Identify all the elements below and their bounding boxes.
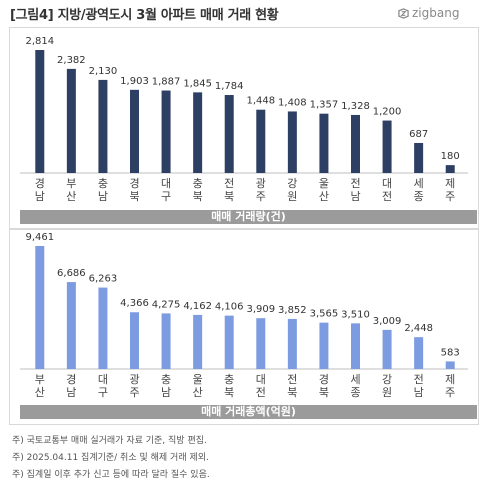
data-label: 3,565 <box>310 309 339 320</box>
bar <box>66 282 76 369</box>
footnotes: 주) 국토교통부 매매 실거래가 자료 기준, 직방 편집. 주) 2025.0… <box>12 433 210 484</box>
chart-title-amount: 매매 거래총액(억원) <box>20 405 477 419</box>
data-label: 9,461 <box>25 232 54 243</box>
bar <box>445 361 455 369</box>
bar <box>130 312 139 369</box>
data-label: 4,162 <box>183 301 212 312</box>
data-label: 1,903 <box>120 76 149 87</box>
data-label: 2,382 <box>57 55 86 66</box>
bar <box>35 246 45 369</box>
bar <box>319 322 329 369</box>
data-label: 1,408 <box>278 97 307 108</box>
data-label: 1,328 <box>341 101 370 112</box>
bar <box>445 165 455 173</box>
bar <box>351 323 360 369</box>
bar <box>98 287 108 369</box>
data-label: 6,263 <box>89 274 118 285</box>
data-label: 3,510 <box>341 309 370 320</box>
transaction-volume-panel: 2,814 경 남 2,382 부 산 2,130 충 남 1,903 경 북 1,887 대 구 1,845… <box>9 27 479 229</box>
data-label: 4,366 <box>120 298 149 309</box>
data-label: 2,814 <box>25 36 54 47</box>
data-label: 4,106 <box>215 302 244 313</box>
bar <box>287 318 297 369</box>
bar <box>224 315 234 369</box>
data-label: 6,686 <box>57 268 86 279</box>
chart-title-volume: 매매 거래량(건) <box>20 210 477 224</box>
bar <box>256 318 266 369</box>
transaction-amount-panel: 9,461 부 산 6,686 경 남 6,263 대 구 4,366 광 주 4,275 충 남 4,162… <box>9 229 479 425</box>
data-label: 1,845 <box>183 78 212 89</box>
data-label: 3,009 <box>373 316 402 327</box>
bar <box>319 113 329 173</box>
logo-text: zigbang <box>412 6 460 20</box>
bar <box>414 142 424 173</box>
transaction-volume-chart: 2,814 경 남 2,382 부 산 2,130 충 남 1,903 경 북 1,887 대 구 1,845… <box>20 36 468 203</box>
bar <box>193 92 203 173</box>
bar <box>351 114 360 173</box>
data-label: 1,357 <box>310 100 339 111</box>
data-label: 4,275 <box>152 299 181 310</box>
bar <box>35 50 45 173</box>
footnote: 주) 2025.04.11 집계기준/ 취소 및 해제 거래 제외. <box>12 453 209 463</box>
bar <box>287 111 297 173</box>
data-label: 687 <box>409 129 428 140</box>
data-label: 180 <box>441 151 460 162</box>
transaction-amount-chart: 9,461 부 산 6,686 경 남 6,263 대 구 4,366 광 주 4,275 충 남 4,162… <box>20 232 468 399</box>
bar <box>161 313 171 369</box>
data-label: 3,852 <box>278 305 307 316</box>
bar <box>382 329 392 369</box>
data-label: 1,887 <box>152 77 181 88</box>
footnote: 주) 집계일 이후 추가 신고 등에 따라 달라 질수 있음. <box>12 470 210 480</box>
zigbang-logo-icon <box>398 7 409 19</box>
zigbang-logo: zigbang <box>398 6 459 20</box>
bar <box>161 90 171 173</box>
data-label: 2,130 <box>89 66 118 77</box>
bar <box>130 89 139 173</box>
bar <box>382 120 392 173</box>
bar <box>256 109 266 173</box>
data-label: 1,200 <box>373 107 402 118</box>
data-label: 1,448 <box>246 96 275 107</box>
bar <box>414 337 424 369</box>
footnote: 주) 국토교통부 매매 실거래가 자료 기준, 직방 편집. <box>12 436 207 446</box>
page-title: [그림4] 지방/광역도시 3월 아파트 매매 거래 현황 <box>10 8 279 23</box>
data-label: 2,448 <box>404 323 433 334</box>
data-label: 583 <box>441 347 460 358</box>
bar <box>98 79 108 173</box>
data-label: 1,784 <box>215 81 244 92</box>
bar <box>193 314 203 369</box>
bar <box>224 95 234 173</box>
data-label: 3,909 <box>246 304 275 315</box>
bar <box>66 68 76 173</box>
